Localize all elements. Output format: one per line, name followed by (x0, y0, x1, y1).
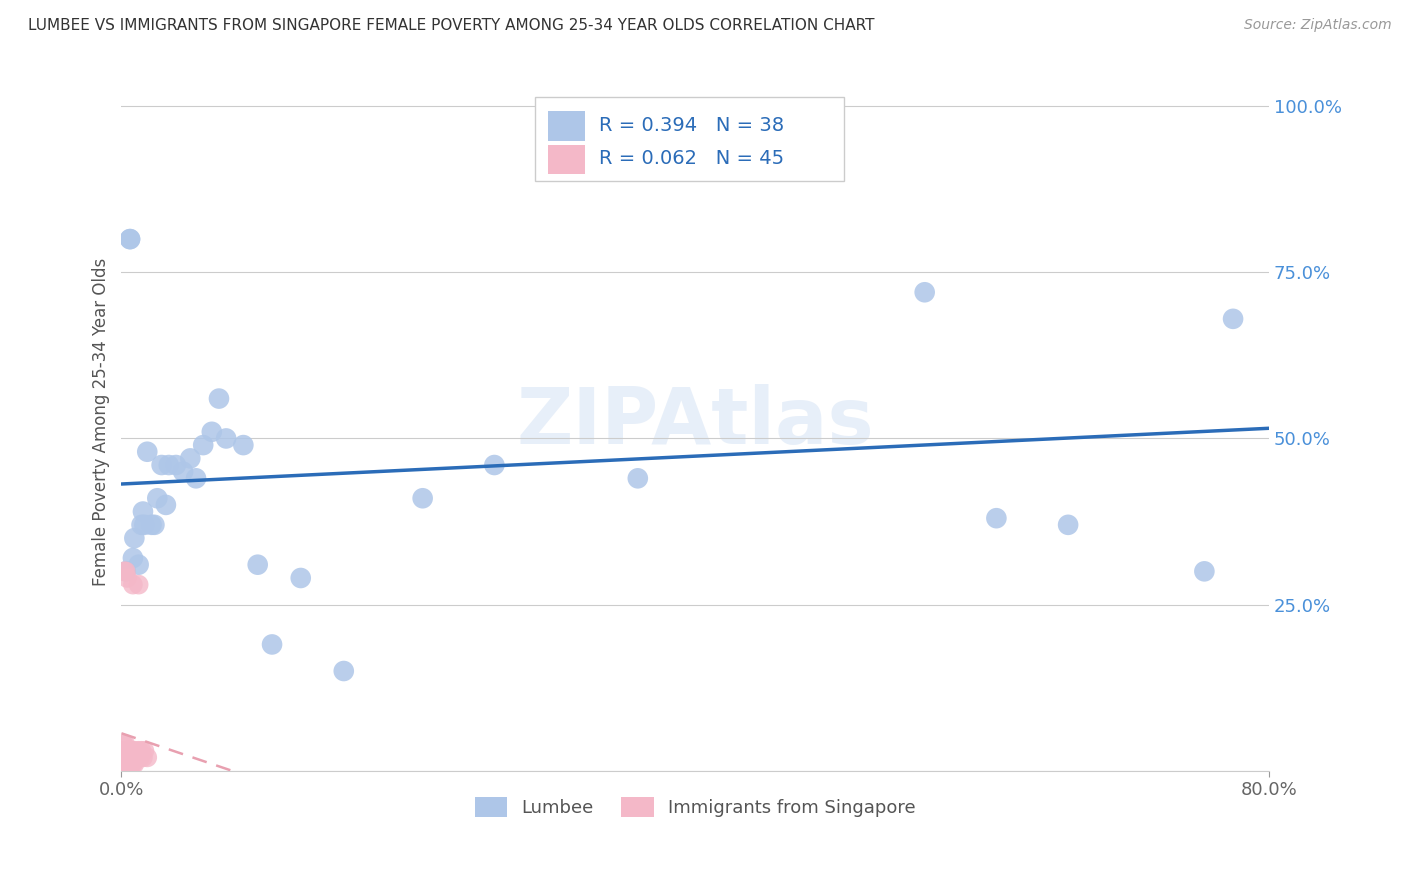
Point (484, 458, 506, 472)
Point (179, 451, 201, 466)
Text: R = 0.062   N = 45: R = 0.062 N = 45 (599, 149, 785, 169)
Point (127, 750, 149, 764)
Point (117, 750, 139, 764)
Text: Source: ZipAtlas.com: Source: ZipAtlas.com (1244, 18, 1392, 32)
Text: ZIPAtlas: ZIPAtlas (516, 384, 875, 460)
Point (122, 757, 145, 772)
Point (111, 757, 134, 772)
Point (118, 232, 141, 246)
Point (332, 664, 354, 678)
Point (112, 744, 135, 758)
Point (412, 491, 434, 506)
Point (141, 517, 163, 532)
Point (118, 744, 141, 758)
Text: R = 0.394   N = 38: R = 0.394 N = 38 (599, 116, 785, 135)
Point (114, 744, 136, 758)
Point (627, 471, 650, 485)
Point (115, 571, 138, 585)
Point (112, 757, 135, 772)
FancyBboxPatch shape (534, 97, 845, 181)
Point (114, 750, 136, 764)
Point (118, 757, 141, 772)
Point (121, 750, 143, 764)
Point (165, 458, 187, 472)
Point (134, 517, 156, 532)
Point (184, 471, 207, 485)
Point (128, 558, 150, 572)
Point (914, 285, 936, 300)
Point (986, 511, 1008, 525)
FancyBboxPatch shape (548, 112, 585, 141)
Point (129, 750, 152, 764)
Point (112, 737, 135, 751)
Point (115, 750, 138, 764)
Point (134, 744, 156, 758)
Point (121, 757, 143, 772)
Point (290, 571, 312, 585)
Point (114, 737, 136, 751)
Point (114, 757, 136, 772)
Point (146, 491, 169, 506)
Point (121, 744, 143, 758)
Point (115, 744, 138, 758)
Point (132, 750, 155, 764)
Point (120, 744, 142, 758)
Point (124, 757, 146, 772)
Point (120, 750, 142, 764)
Point (143, 517, 166, 532)
Point (125, 750, 148, 764)
Point (193, 438, 215, 452)
Point (208, 392, 231, 406)
Point (232, 438, 254, 452)
Point (112, 744, 135, 758)
Point (215, 432, 238, 446)
Point (124, 531, 146, 545)
Point (124, 744, 146, 758)
Point (114, 565, 136, 579)
Point (136, 444, 159, 458)
Point (128, 744, 150, 758)
Point (246, 558, 269, 572)
Point (131, 744, 153, 758)
Point (1057, 517, 1080, 532)
Point (118, 750, 141, 764)
Point (155, 498, 177, 512)
Point (132, 504, 155, 518)
Y-axis label: Female Poverty Among 25-34 Year Olds: Female Poverty Among 25-34 Year Olds (93, 258, 110, 586)
Point (555, 119, 578, 133)
Legend: Lumbee, Immigrants from Singapore: Lumbee, Immigrants from Singapore (468, 790, 922, 824)
Point (112, 565, 135, 579)
Point (260, 637, 283, 651)
Point (128, 577, 150, 591)
Point (114, 565, 136, 579)
Point (1222, 311, 1244, 326)
Point (117, 744, 139, 758)
Point (150, 458, 173, 472)
Point (111, 744, 134, 758)
Point (117, 757, 139, 772)
Point (115, 757, 138, 772)
Text: LUMBEE VS IMMIGRANTS FROM SINGAPORE FEMALE POVERTY AMONG 25-34 YEAR OLDS CORRELA: LUMBEE VS IMMIGRANTS FROM SINGAPORE FEMA… (28, 18, 875, 33)
Point (122, 750, 145, 764)
Point (111, 750, 134, 764)
Point (124, 750, 146, 764)
Point (136, 750, 159, 764)
Point (131, 517, 153, 532)
FancyBboxPatch shape (548, 145, 585, 174)
Point (111, 750, 134, 764)
Point (122, 577, 145, 591)
Point (122, 551, 145, 566)
Point (201, 425, 224, 439)
Point (1194, 565, 1216, 579)
Point (172, 465, 194, 479)
Point (112, 750, 135, 764)
Point (118, 232, 141, 246)
Point (157, 458, 180, 472)
